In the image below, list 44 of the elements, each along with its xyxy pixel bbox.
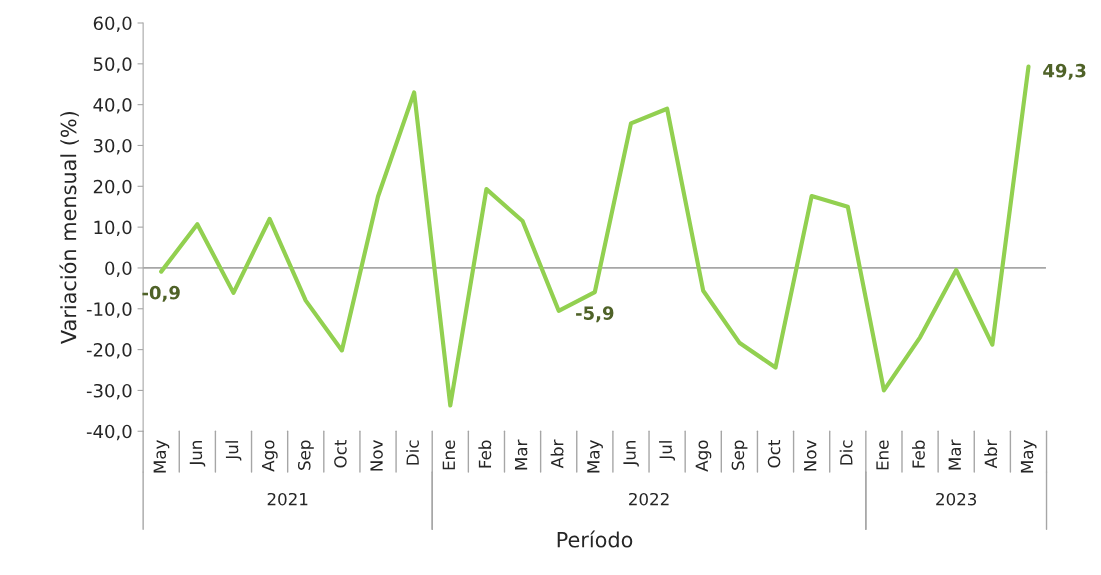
y-tick-label: 40,0: [93, 98, 132, 114]
x-tick-label: Feb: [478, 440, 492, 468]
x-tick-label: Sep: [731, 440, 748, 470]
y-tick-label: -40,0: [86, 424, 132, 441]
x-axis-title: Período: [557, 530, 633, 548]
x-tick-label: May: [1020, 440, 1037, 473]
x-tick-label: Ene: [876, 440, 889, 470]
data-label: -0,9: [142, 285, 180, 302]
x-tick-label: Abr: [984, 439, 998, 469]
y-tick-label: 30,0: [93, 138, 132, 155]
x-tick-label: May: [587, 440, 603, 473]
data-label: -5,9: [576, 306, 614, 323]
y-tick-label: -20,0: [86, 343, 132, 359]
x-tick-label: Nov: [804, 440, 817, 471]
x-tick-label: Mar: [515, 439, 528, 470]
x-tick-label: May: [153, 440, 170, 473]
x-tick-label: Jun: [623, 441, 639, 467]
y-tick-label: 20,0: [93, 179, 132, 196]
y-tick-label: -10,0: [86, 302, 132, 318]
x-tick-label: Dic: [839, 440, 853, 465]
y-tick-label: -30,0: [86, 383, 132, 400]
x-tick-label: Dic: [406, 440, 419, 465]
x-tick-label: Feb: [911, 440, 925, 468]
x-tick-label: Ago: [695, 440, 712, 472]
x-tick-label: Nov: [370, 440, 383, 471]
text: 2022: [629, 492, 669, 506]
x-tick-label: Jul: [225, 441, 242, 461]
x-tick-label: Jul: [659, 441, 676, 461]
text: 2021: [267, 492, 308, 506]
x-tick-label: Oct: [334, 439, 347, 468]
data-label: 49,3: [1043, 63, 1086, 80]
x-tick-label: Ene: [442, 440, 456, 470]
x-tick-label: Sep: [297, 440, 314, 470]
y-tick-label: 60,0: [93, 16, 132, 32]
y-axis-title: Variación mensual (%): [59, 111, 79, 344]
y-tick-label: 10,0: [94, 220, 132, 237]
x-tick-label: Jun: [189, 441, 206, 467]
y-tick-label: 50,0: [93, 57, 132, 73]
x-tick-label: Abr: [550, 439, 564, 469]
y-tick-label: 0,0: [105, 261, 132, 277]
text: 2023: [936, 492, 977, 506]
x-tick-label: Mar: [948, 439, 962, 470]
x-tick-label: Oct: [767, 439, 781, 468]
x-tick-label: Ago: [262, 440, 278, 472]
